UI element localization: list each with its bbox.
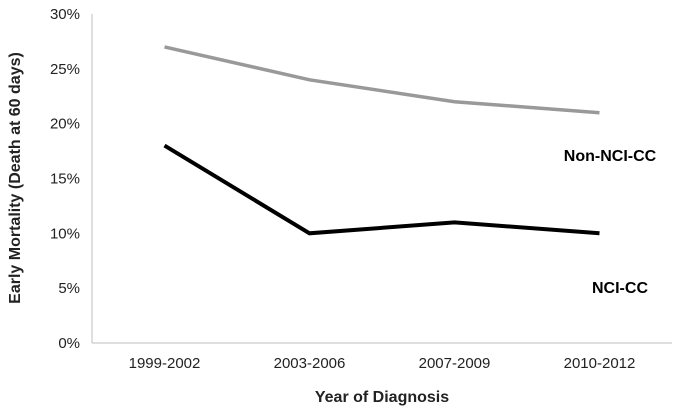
x-tick-label: 2007-2009 <box>419 355 491 372</box>
x-axis-title: Year of Diagnosis <box>315 389 449 406</box>
x-tick-label: 1999-2002 <box>129 355 201 372</box>
y-tick-label: 25% <box>50 61 80 78</box>
series-label-non-nci-cc: Non-NCI-CC <box>564 148 657 165</box>
y-tick-label: 0% <box>58 335 80 352</box>
y-tick-label: 5% <box>58 280 80 297</box>
series-line-nci-cc <box>163 143 600 236</box>
x-tick-labels: 1999-2002 2003-2006 2007-2009 2010-2012 <box>129 355 636 372</box>
y-axis-title: Early Mortality (Death at 60 days) <box>7 52 24 304</box>
y-tick-label: 20% <box>50 116 80 133</box>
y-tick-label: 15% <box>50 171 80 188</box>
y-tick-label: 30% <box>50 6 80 23</box>
y-tick-labels: 0% 5% 10% 15% 20% 25% 30% <box>50 6 80 352</box>
series-line-non-nci-cc <box>164 45 600 115</box>
series-lines <box>163 45 600 236</box>
x-tick-label: 2003-2006 <box>274 355 346 372</box>
series-label-nci-cc: NCI-CC <box>592 280 648 297</box>
y-tick-label: 10% <box>50 225 80 242</box>
axes <box>91 14 672 344</box>
x-tick-label: 2010-2012 <box>564 355 636 372</box>
